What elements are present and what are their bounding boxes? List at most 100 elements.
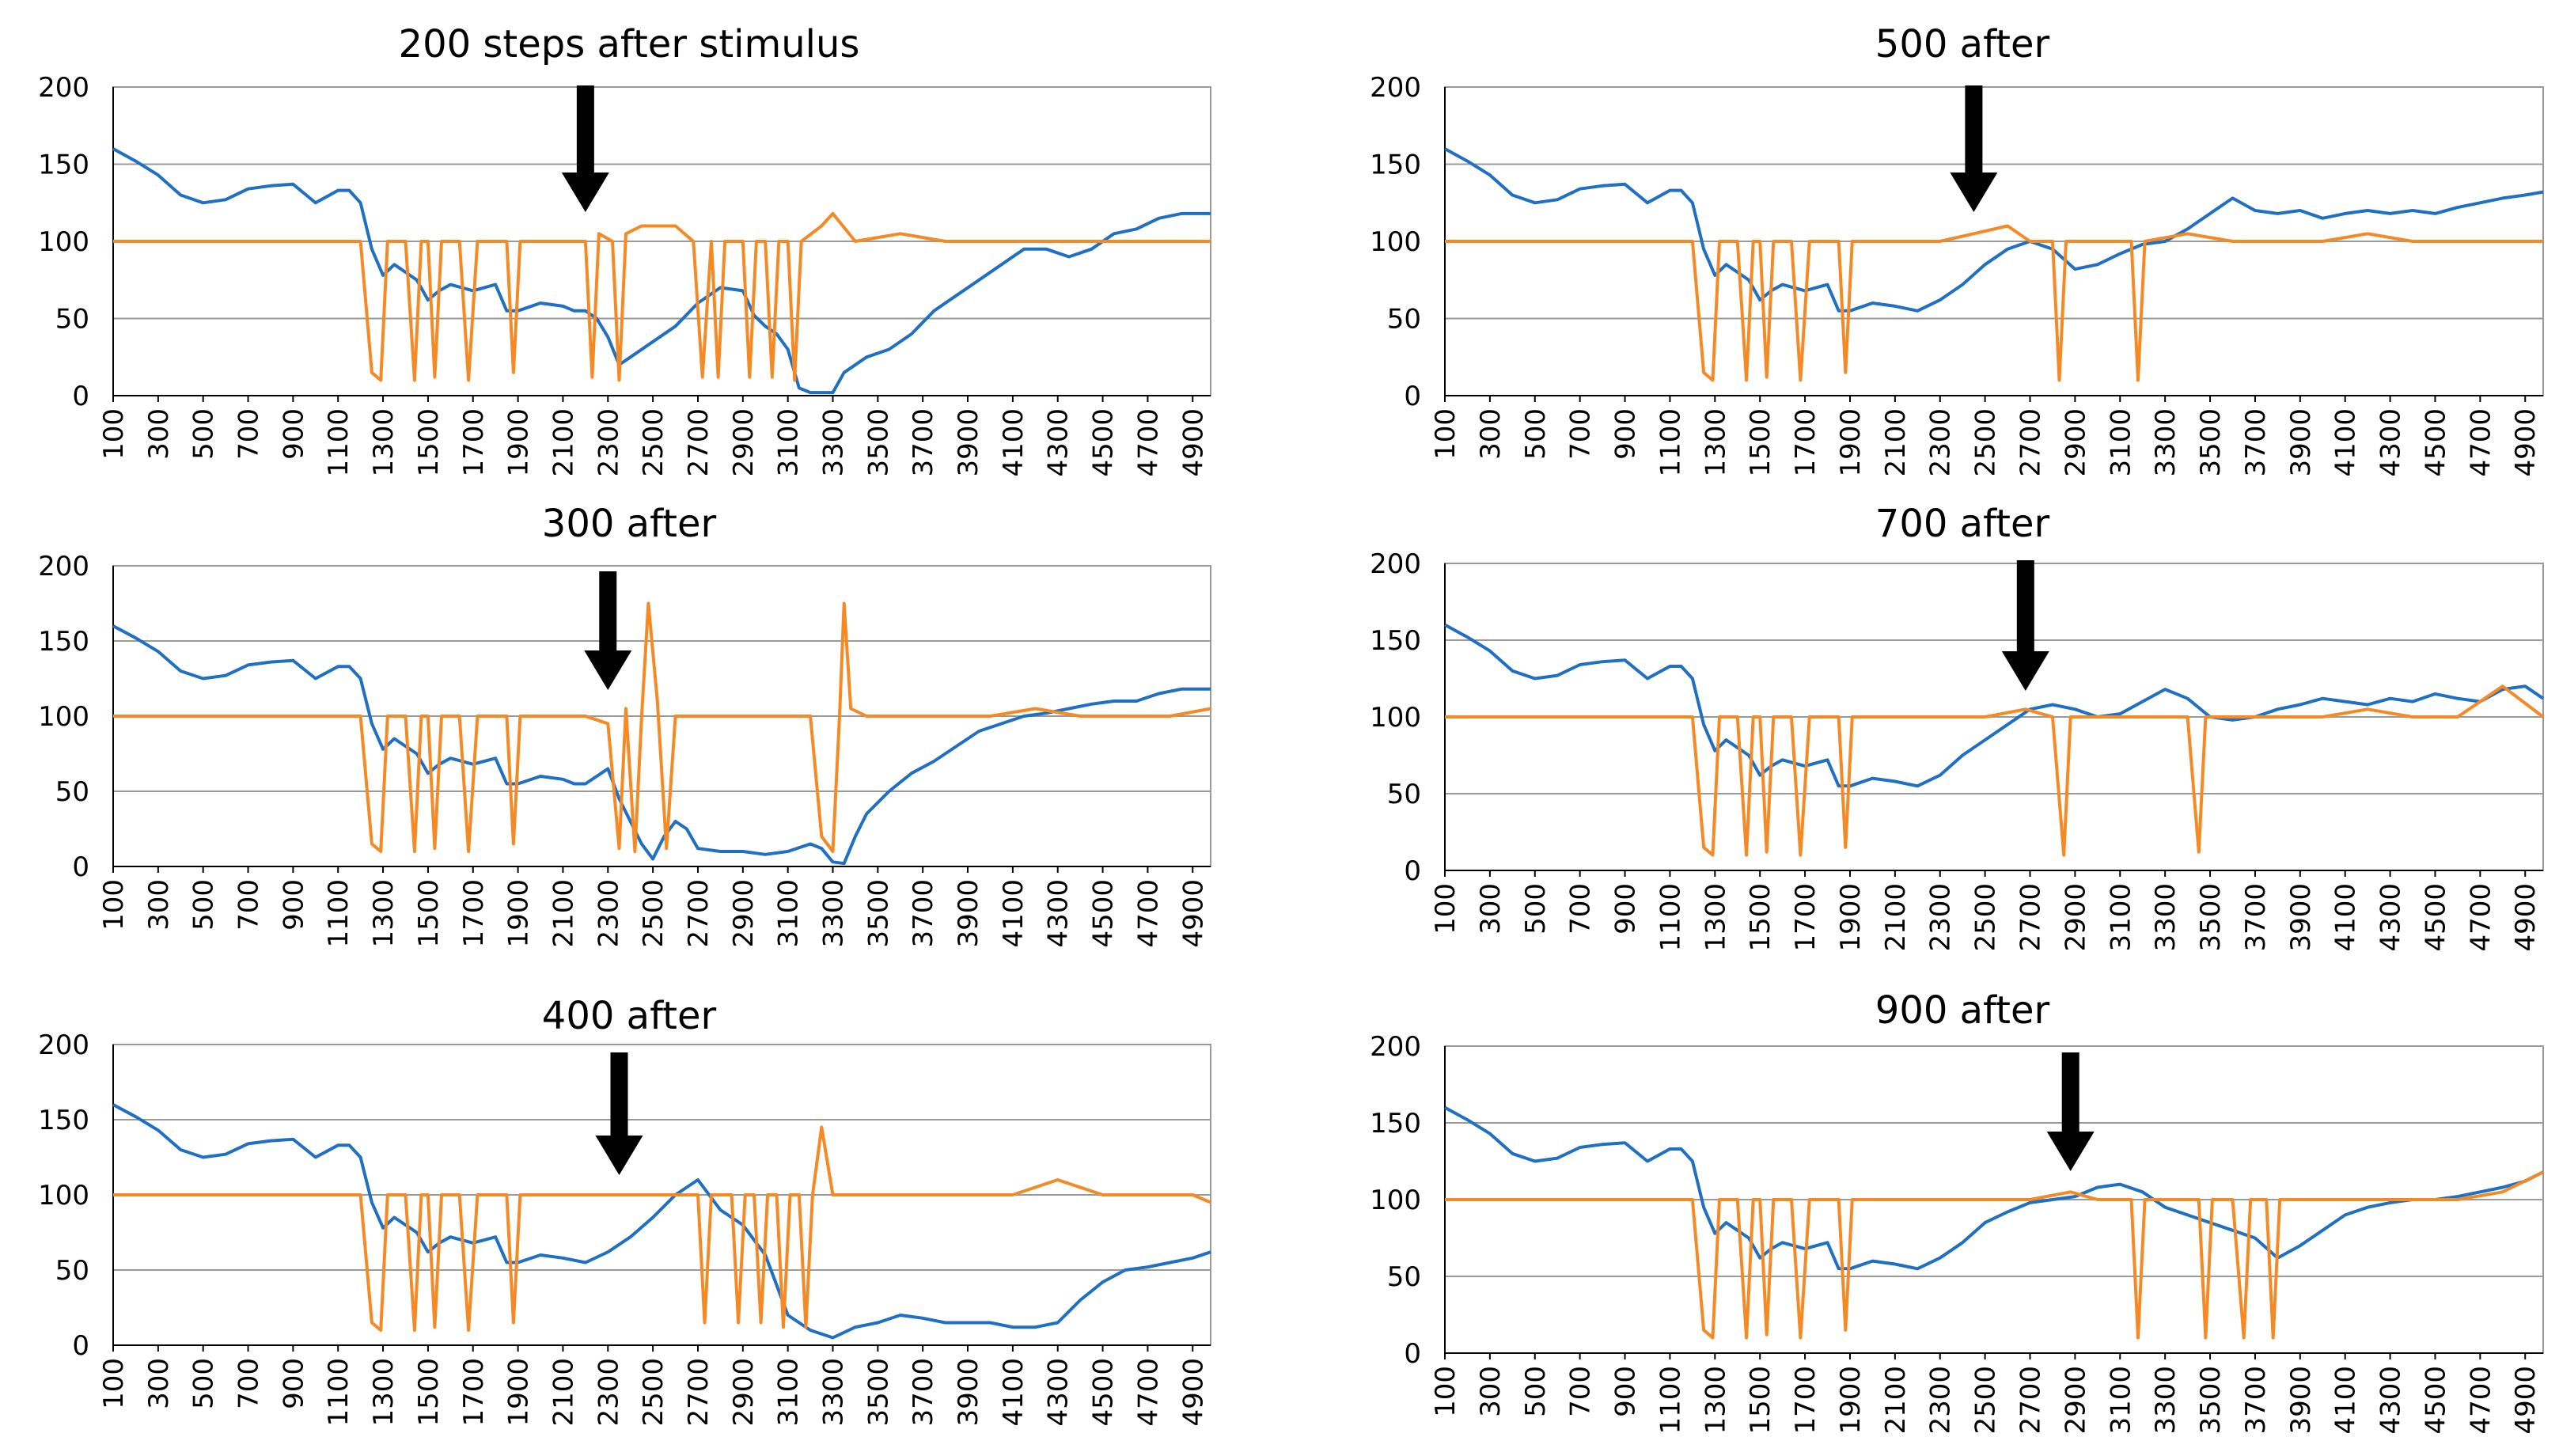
chart-panel-5: 400 after 0 50 100 150 200 100 300 500 700 900 1100…: [38, 994, 1211, 1427]
x-tick-label: 500: [1520, 408, 1552, 460]
x-tick-label: 3100: [773, 1358, 805, 1427]
x-tick-label: 1500: [413, 1358, 445, 1427]
x-tick-label: 100: [1430, 883, 1461, 935]
chart-title: 400 after: [542, 994, 717, 1038]
x-tick-label: 100: [1430, 408, 1461, 460]
x-tick-label: 2300: [1925, 1366, 1957, 1435]
x-tick-label: 1100: [1655, 408, 1686, 477]
x-tick-label: 3300: [2150, 408, 2182, 477]
line-series-b: [113, 1125, 1211, 1332]
x-tick-label: 3700: [908, 408, 939, 477]
x-tick-label: 2700: [2015, 1366, 2047, 1435]
y-tick-label: 150: [1370, 150, 1421, 181]
x-tick-label: 2500: [638, 408, 669, 477]
y-tick-label: 100: [38, 701, 89, 733]
x-tick-label: 4500: [2420, 1366, 2451, 1435]
x-tick-label: 1700: [458, 879, 490, 948]
x-tick-label: 1700: [1790, 1366, 1822, 1435]
x-tick-label: 700: [1565, 408, 1597, 460]
chart-title: 700 after: [1875, 502, 2050, 546]
x-tick-label: 3100: [2105, 408, 2136, 477]
x-tick-label: 3700: [2240, 1366, 2272, 1435]
line-series-b: [113, 601, 1211, 853]
x-tick-label: 4100: [998, 408, 1029, 477]
y-tick-label: 50: [1387, 1261, 1421, 1293]
y-tick-label: 0: [72, 1330, 89, 1362]
x-tick-label: 2300: [593, 408, 624, 477]
y-tick-label: 50: [55, 304, 89, 336]
chart-panel-4: 700 after 0 50 100 150 200 100 300 500 700 900 1100…: [1370, 502, 2545, 952]
x-tick-label: 3100: [2105, 883, 2136, 952]
x-tick-label: 3300: [818, 879, 850, 948]
x-tick-label: 4500: [2420, 883, 2451, 952]
x-tick-label: 2100: [548, 879, 579, 948]
stimulus-arrow-head: [561, 173, 609, 212]
x-tick-label: 3900: [953, 408, 984, 477]
x-tick-label: 3500: [862, 879, 894, 948]
x-tick-label: 3300: [2150, 1366, 2182, 1435]
chart-panel-1: 200 steps after stimulus 0 50 100 150 200 100 3…: [38, 22, 1211, 477]
x-tick-label: 4100: [2330, 408, 2362, 477]
x-tick-label: 1700: [458, 408, 490, 477]
stimulus-arrow-head: [1950, 173, 1998, 212]
x-tick-label: 500: [188, 1358, 220, 1409]
x-tick-label: 3100: [2105, 1366, 2136, 1435]
y-tick-label: 150: [38, 626, 89, 658]
x-tick-label: 3700: [908, 1358, 939, 1427]
x-tick-label: 1300: [368, 879, 400, 948]
x-tick-label: 300: [143, 1358, 175, 1409]
x-tick-label: 2700: [683, 1358, 715, 1427]
x-tick-label: 1500: [413, 408, 445, 477]
y-tick-label: 150: [38, 150, 89, 181]
x-tick-label: 900: [278, 879, 309, 931]
x-tick-label: 100: [98, 1358, 130, 1409]
line-series-b: [1445, 224, 2543, 382]
y-tick-label: 100: [1370, 702, 1421, 734]
x-tick-label: 1900: [1835, 1366, 1867, 1435]
y-tick-label: 50: [55, 776, 89, 808]
x-tick-label: 300: [1475, 883, 1507, 935]
x-tick-label: 1100: [323, 1358, 354, 1427]
x-tick-label: 1300: [368, 1358, 400, 1427]
y-tick-label: 150: [38, 1105, 89, 1136]
x-tick-label: 2500: [638, 1358, 669, 1427]
x-tick-label: 4900: [2510, 883, 2542, 952]
x-tick-label: 2500: [1970, 883, 2002, 952]
x-tick-label: 4900: [1177, 408, 1209, 477]
x-tick-label: 900: [1610, 408, 1642, 460]
y-tick-label: 0: [72, 851, 89, 883]
x-tick-label: 1900: [503, 879, 535, 948]
stimulus-arrow-shaft: [2016, 560, 2034, 651]
x-tick-label: 300: [1475, 408, 1507, 460]
x-tick-label: 1700: [1790, 408, 1822, 477]
x-tick-label: 2100: [548, 1358, 579, 1427]
y-tick-label: 150: [1370, 625, 1421, 657]
x-tick-label: 300: [143, 408, 175, 460]
line-series-a: [1444, 147, 2544, 313]
x-tick-label: 3900: [2285, 883, 2317, 952]
y-tick-label: 100: [38, 1180, 89, 1211]
x-tick-label: 4700: [2465, 883, 2496, 952]
x-tick-label: 4700: [1132, 408, 1164, 477]
x-tick-label: 1100: [1655, 883, 1686, 952]
x-tick-label: 2100: [548, 408, 579, 477]
x-tick-label: 1300: [1700, 883, 1731, 952]
x-tick-label: 4900: [2510, 408, 2542, 477]
x-tick-label: 1300: [368, 408, 400, 477]
line-series-b: [113, 211, 1211, 382]
x-tick-label: 1100: [323, 879, 354, 948]
x-tick-label: 2500: [1970, 408, 2002, 477]
stimulus-arrow-shaft: [1965, 85, 1983, 173]
x-tick-label: 2100: [1880, 883, 1912, 952]
stimulus-arrow-shaft: [610, 1052, 628, 1136]
x-tick-label: 500: [1520, 1366, 1552, 1417]
chart-panel-3: 300 after 0 50 100 150 200 100 300 500 700 900 1100…: [38, 502, 1211, 948]
y-tick-label: 150: [1370, 1108, 1421, 1139]
x-tick-label: 2500: [1970, 1366, 2002, 1435]
line-series-a: [1444, 623, 2545, 788]
line-series-a: [1444, 1105, 2544, 1271]
x-tick-label: 1300: [1700, 1366, 1731, 1435]
stimulus-arrow-head: [2046, 1132, 2095, 1171]
x-tick-label: 1900: [1835, 883, 1867, 952]
x-tick-label: 3300: [818, 1358, 850, 1427]
